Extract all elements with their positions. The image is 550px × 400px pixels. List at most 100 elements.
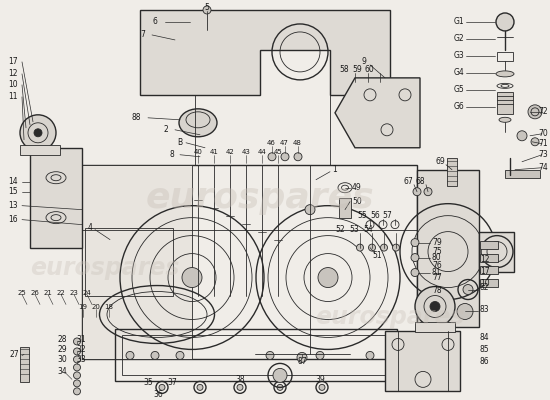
Text: 10: 10 [8, 80, 18, 89]
Text: G1: G1 [453, 18, 464, 26]
Circle shape [356, 244, 364, 251]
Text: 38: 38 [235, 375, 245, 384]
Text: B: B [177, 138, 182, 147]
Text: 29: 29 [57, 345, 67, 354]
Circle shape [411, 239, 419, 246]
Text: 26: 26 [31, 290, 40, 296]
Bar [480, 278, 498, 286]
Text: G5: G5 [453, 85, 464, 94]
Text: 83: 83 [480, 305, 490, 314]
Circle shape [281, 153, 289, 161]
Text: G3: G3 [453, 52, 464, 60]
Text: 86: 86 [480, 357, 490, 366]
Circle shape [20, 115, 56, 151]
Text: 30: 30 [57, 355, 67, 364]
Text: 21: 21 [43, 290, 52, 296]
Text: 23: 23 [69, 290, 79, 296]
Text: 25: 25 [18, 290, 26, 296]
Circle shape [74, 372, 80, 379]
Text: 1: 1 [332, 165, 337, 174]
Circle shape [294, 153, 302, 161]
Text: 76: 76 [432, 261, 442, 270]
Polygon shape [20, 145, 60, 155]
Bar [497, 92, 513, 114]
Text: 16: 16 [8, 215, 18, 224]
Text: 49: 49 [352, 183, 362, 192]
Text: 85: 85 [480, 345, 490, 354]
Text: 71: 71 [538, 139, 548, 148]
Circle shape [126, 352, 134, 360]
Text: 6: 6 [152, 18, 157, 26]
Polygon shape [140, 10, 390, 95]
Text: 40: 40 [194, 149, 202, 155]
Text: 70: 70 [538, 129, 548, 138]
Circle shape [381, 244, 388, 251]
Text: 17: 17 [8, 57, 18, 66]
Text: 81: 81 [432, 268, 442, 277]
Circle shape [74, 338, 80, 345]
Text: 73: 73 [538, 150, 548, 159]
Bar [479, 232, 514, 272]
Text: 36: 36 [153, 390, 163, 399]
Text: 12: 12 [8, 69, 18, 78]
Text: 84: 84 [480, 333, 490, 342]
Circle shape [457, 304, 473, 320]
Ellipse shape [528, 105, 542, 119]
Text: 56: 56 [370, 211, 380, 220]
Text: 72: 72 [538, 107, 548, 116]
Circle shape [74, 388, 80, 395]
Text: G4: G4 [453, 68, 464, 77]
Bar [447, 158, 457, 186]
Circle shape [266, 352, 274, 360]
Text: 52: 52 [335, 225, 345, 234]
Text: 8: 8 [170, 150, 175, 159]
Circle shape [368, 244, 376, 251]
Text: 45: 45 [274, 149, 282, 155]
Circle shape [74, 356, 80, 363]
Text: 60: 60 [364, 65, 374, 74]
Text: 19: 19 [79, 304, 87, 310]
Text: 43: 43 [241, 149, 250, 155]
Ellipse shape [179, 109, 217, 137]
Text: 54: 54 [363, 225, 373, 234]
Circle shape [197, 384, 203, 390]
Text: 50: 50 [352, 197, 362, 206]
Bar [385, 332, 460, 391]
Text: eurospares: eurospares [315, 306, 465, 330]
Bar [480, 266, 498, 274]
Text: 55: 55 [357, 211, 367, 220]
Circle shape [74, 364, 80, 371]
Bar [85, 228, 173, 296]
Text: 58: 58 [339, 65, 349, 74]
Text: 46: 46 [267, 140, 276, 146]
Circle shape [176, 352, 184, 360]
Text: 4: 4 [88, 223, 93, 232]
Polygon shape [30, 148, 82, 248]
Circle shape [159, 384, 165, 390]
Text: 41: 41 [210, 149, 218, 155]
Text: 11: 11 [8, 92, 18, 101]
Bar [497, 52, 513, 61]
Text: 67: 67 [403, 177, 413, 186]
Polygon shape [415, 322, 455, 332]
Circle shape [424, 188, 432, 196]
Text: 24: 24 [82, 290, 91, 296]
Text: 10: 10 [480, 279, 490, 288]
Text: 88: 88 [132, 113, 141, 122]
Bar [339, 198, 351, 218]
Text: 80: 80 [432, 253, 442, 262]
Ellipse shape [496, 71, 514, 77]
Circle shape [319, 384, 325, 390]
Text: 51: 51 [372, 251, 382, 260]
Circle shape [151, 352, 159, 360]
Text: 13: 13 [8, 201, 18, 210]
Text: 87: 87 [297, 357, 307, 366]
Bar [115, 330, 397, 381]
Bar [480, 254, 498, 262]
Circle shape [316, 352, 324, 360]
Circle shape [268, 153, 276, 161]
Text: 74: 74 [538, 163, 548, 172]
Text: 31: 31 [76, 335, 86, 344]
Text: 47: 47 [279, 140, 288, 146]
Text: 57: 57 [382, 211, 392, 220]
